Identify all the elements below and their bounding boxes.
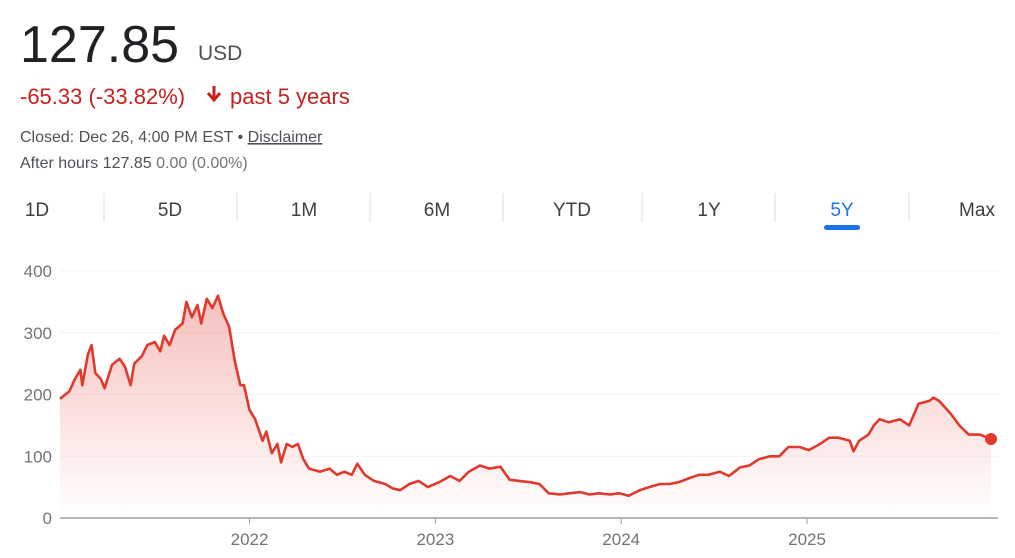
- after-hours-line: After hours 127.85 0.00 (0.00%): [20, 155, 248, 172]
- x-tick-label: 2023: [416, 530, 454, 549]
- x-tick-label: 2025: [788, 530, 826, 549]
- tab[interactable]: 5Y: [830, 200, 854, 221]
- x-tick-label: 2024: [602, 530, 640, 549]
- y-tick-label: 400: [24, 262, 52, 281]
- closed-line: Closed: Dec 26, 4:00 PM EST • Disclaimer: [20, 129, 323, 146]
- tab[interactable]: 1D: [25, 200, 49, 221]
- after-hours-label: After hours: [20, 155, 98, 172]
- separator: •: [238, 129, 244, 146]
- period: past 5 years: [230, 84, 350, 109]
- tab[interactable]: Max: [959, 200, 995, 221]
- y-tick-label: 0: [43, 509, 52, 528]
- price-line: [59, 294, 992, 498]
- tab[interactable]: 5D: [158, 200, 182, 221]
- currency: USD: [198, 42, 242, 65]
- tab-underline: [824, 225, 860, 230]
- y-tick-label: 200: [24, 386, 52, 405]
- closed-time: Closed: Dec 26, 4:00 PM EST: [20, 129, 234, 146]
- y-tick-label: 300: [24, 324, 52, 343]
- tab[interactable]: 1Y: [697, 200, 721, 221]
- area: [60, 295, 991, 518]
- price: 127.85: [20, 16, 179, 74]
- tab[interactable]: YTD: [553, 200, 591, 221]
- disclaimer-link[interactable]: Disclaimer: [248, 129, 323, 146]
- tab[interactable]: 6M: [424, 200, 450, 221]
- end-dot: [985, 433, 997, 446]
- down-arrow: [206, 86, 222, 103]
- change: -65.33 (-33.82%): [20, 84, 185, 109]
- after-hours-price: 127.85: [103, 155, 152, 172]
- after-hours-change: 0.00 (0.00%): [156, 155, 248, 172]
- tab[interactable]: 1M: [291, 200, 317, 221]
- y-tick-label: 100: [24, 447, 52, 466]
- x-tick-label: 2022: [231, 530, 269, 549]
